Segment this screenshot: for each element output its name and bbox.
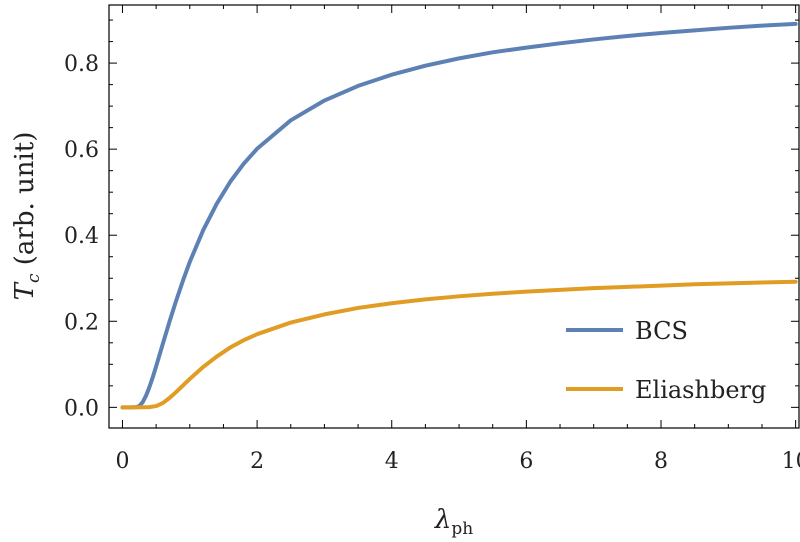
x-tick-labels: 0 2 4 6 8 10 xyxy=(115,449,800,474)
x-tick-label: 8 xyxy=(654,449,668,474)
y-axis-label: Tc (arb. unit) xyxy=(10,132,44,301)
x-tick-label: 10 xyxy=(782,449,800,474)
y-tick-label: 0.8 xyxy=(64,52,99,77)
axis-ticks xyxy=(109,5,799,428)
x-tick-label: 0 xyxy=(115,449,129,474)
x-tick-label: 6 xyxy=(519,449,533,474)
series-lines xyxy=(120,21,798,410)
y-tick-label: 0.2 xyxy=(64,310,99,335)
x-tick-label: 2 xyxy=(250,449,264,474)
plot-frame xyxy=(108,4,800,429)
x-tick-label: 4 xyxy=(385,449,399,474)
legend-label-bcs: BCS xyxy=(635,317,688,345)
y-tick-labels: 0.0 0.2 0.4 0.6 0.8 xyxy=(64,52,99,421)
legend-label-eliashberg: Eliashberg xyxy=(635,376,766,404)
series-line-bcs xyxy=(120,21,798,410)
series-line-eliashberg xyxy=(120,279,798,410)
y-tick-label: 0.6 xyxy=(64,138,99,163)
x-axis-label: λph xyxy=(434,505,473,539)
legend: BCS Eliashberg xyxy=(566,317,766,404)
y-tick-label: 0.4 xyxy=(64,224,99,249)
y-tick-label: 0.0 xyxy=(64,396,99,421)
